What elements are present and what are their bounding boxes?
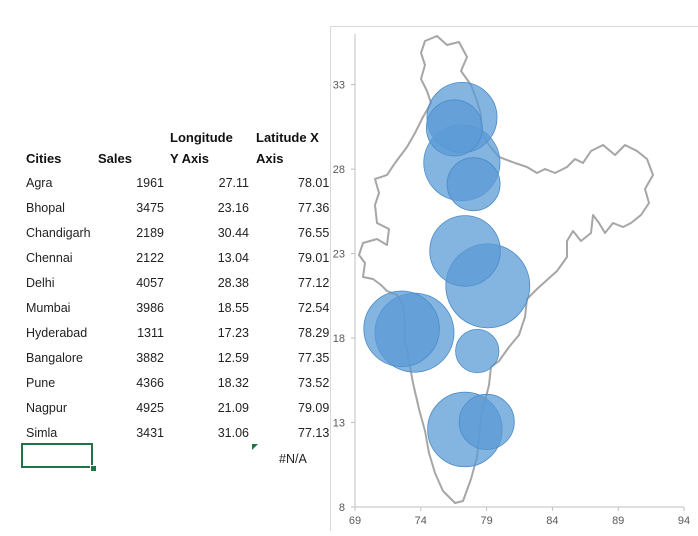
cell-longitude[interactable]: 17.23: [217, 326, 249, 340]
cell-longitude[interactable]: 23.16: [217, 201, 249, 215]
cell-city[interactable]: Agra: [26, 176, 53, 190]
header-longitude-sub[interactable]: Y Axis: [170, 151, 210, 166]
x-tick-label: 79: [480, 515, 492, 527]
header-cities[interactable]: Cities: [26, 151, 62, 166]
cell-sales[interactable]: 3882: [136, 351, 164, 365]
bubble-hyderabad[interactable]: [455, 329, 500, 374]
cell-city[interactable]: Delhi: [26, 276, 55, 290]
x-tick-label: 84: [546, 515, 558, 527]
cell-city[interactable]: Hyderabad: [26, 326, 88, 340]
bubble-chandigarh[interactable]: [425, 99, 483, 157]
cell-latitude[interactable]: 77.35: [298, 351, 330, 365]
header-latitude[interactable]: Latitude X: [256, 130, 319, 145]
cell-latitude[interactable]: 78.29: [298, 326, 330, 340]
header-longitude[interactable]: Longitude: [170, 130, 233, 145]
cell-city[interactable]: Chennai: [26, 251, 73, 265]
header-sales[interactable]: Sales: [98, 151, 132, 166]
bubble-chart[interactable]: 69 74 79 84 89 94 33 28 23 18 13 8: [330, 26, 698, 531]
cell-latitude[interactable]: 77.13: [298, 426, 330, 440]
bubble-bhopal[interactable]: [429, 215, 501, 287]
cell-longitude[interactable]: 18.32: [217, 376, 249, 390]
chart-svg: 69 74 79 84 89 94 33 28 23 18 13 8: [333, 34, 690, 527]
cell-latitude[interactable]: 79.01: [298, 251, 330, 265]
x-tick-label: 69: [349, 515, 361, 527]
y-tick-label: 13: [333, 418, 345, 430]
cell-longitude[interactable]: 12.59: [217, 351, 249, 365]
bubble-mumbai[interactable]: [363, 290, 440, 367]
cell-city[interactable]: Bangalore: [26, 351, 83, 365]
cell-latitude[interactable]: 77.12: [298, 276, 330, 290]
fill-handle[interactable]: [90, 465, 97, 472]
india-map-outline: [358, 35, 654, 504]
cell-sales[interactable]: 4925: [136, 401, 164, 415]
x-tick-label: 94: [678, 515, 690, 527]
y-tick-label: 23: [333, 249, 345, 261]
cell-longitude[interactable]: 21.09: [217, 401, 249, 415]
cell-sales[interactable]: 3475: [136, 201, 164, 215]
cell-sales[interactable]: 4057: [136, 276, 164, 290]
cell-sales[interactable]: 3986: [136, 301, 164, 315]
cell-city[interactable]: Nagpur: [26, 401, 67, 415]
cell-city[interactable]: Simla: [26, 426, 58, 440]
bubble-agra[interactable]: [446, 157, 501, 212]
cell-city[interactable]: Chandigarh: [26, 226, 91, 240]
y-tick-label: 28: [333, 164, 345, 176]
y-tick-label: 33: [333, 80, 345, 92]
cell-longitude[interactable]: 31.06: [217, 426, 249, 440]
cell-sales[interactable]: 1961: [136, 176, 164, 190]
cell-latitude[interactable]: 76.55: [298, 226, 330, 240]
cell-longitude[interactable]: 18.55: [217, 301, 249, 315]
y-tick-label: 8: [339, 502, 345, 514]
cell-latitude[interactable]: 79.09: [298, 401, 330, 415]
cell-longitude[interactable]: 30.44: [217, 226, 249, 240]
error-indicator-icon[interactable]: [252, 444, 258, 450]
cell-latitude[interactable]: 72.54: [298, 301, 330, 315]
cell-sales[interactable]: 2189: [136, 226, 164, 240]
cell-city[interactable]: Bhopal: [26, 201, 65, 215]
x-tick-label: 74: [415, 515, 427, 527]
header-latitude-sub[interactable]: Axis: [256, 151, 284, 166]
x-tick-label: 89: [612, 515, 624, 527]
bubble-chennai[interactable]: [458, 393, 515, 450]
cell-latitude[interactable]: 77.36: [298, 201, 330, 215]
cell-longitude[interactable]: 27.11: [218, 176, 249, 190]
cell-sales[interactable]: 2122: [136, 251, 164, 265]
cell-latitude[interactable]: 78.01: [298, 176, 330, 190]
cell-longitude[interactable]: 28.38: [217, 276, 249, 290]
cell-sales[interactable]: 3431: [136, 426, 164, 440]
error-cell[interactable]: #N/A: [279, 452, 307, 466]
cell-longitude[interactable]: 13.04: [217, 251, 249, 265]
cell-sales[interactable]: 4366: [136, 376, 164, 390]
cell-sales[interactable]: 1311: [137, 326, 164, 340]
cell-city[interactable]: Mumbai: [26, 301, 71, 315]
cell-city[interactable]: Pune: [26, 376, 56, 390]
spreadsheet-area: Cities Sales Longitude Y Axis Latitude X…: [0, 0, 330, 530]
selected-cell[interactable]: [21, 443, 93, 468]
y-tick-label: 18: [333, 333, 345, 345]
cell-latitude[interactable]: 73.52: [298, 376, 330, 390]
